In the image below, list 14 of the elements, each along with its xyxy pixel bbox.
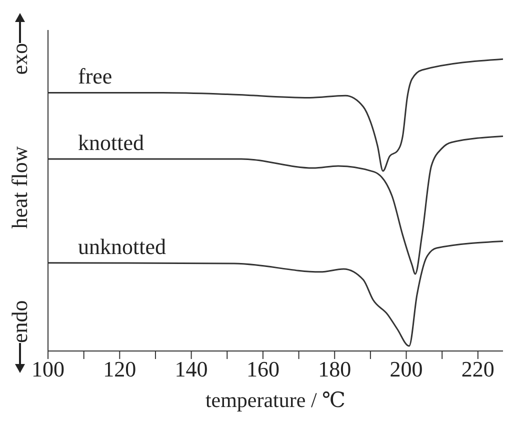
series-label: free [78, 64, 112, 89]
x-tick-label: 100 [32, 356, 64, 382]
text: exo [7, 42, 33, 75]
y-axis-title: heat flow [7, 146, 33, 229]
x-tick-label: 200 [390, 356, 423, 382]
x-tick-label: 120 [103, 356, 136, 382]
text: endo [7, 300, 33, 345]
x-axis-title: temperature / ℃ [205, 388, 346, 412]
x-tick-label: 160 [246, 356, 280, 382]
x-tick-label: 180 [318, 356, 352, 382]
x-tick-label: 140 [174, 356, 208, 382]
x-tick-label: 220 [461, 356, 494, 382]
series-label: unknotted [78, 234, 166, 259]
series-label: knotted [78, 130, 144, 155]
